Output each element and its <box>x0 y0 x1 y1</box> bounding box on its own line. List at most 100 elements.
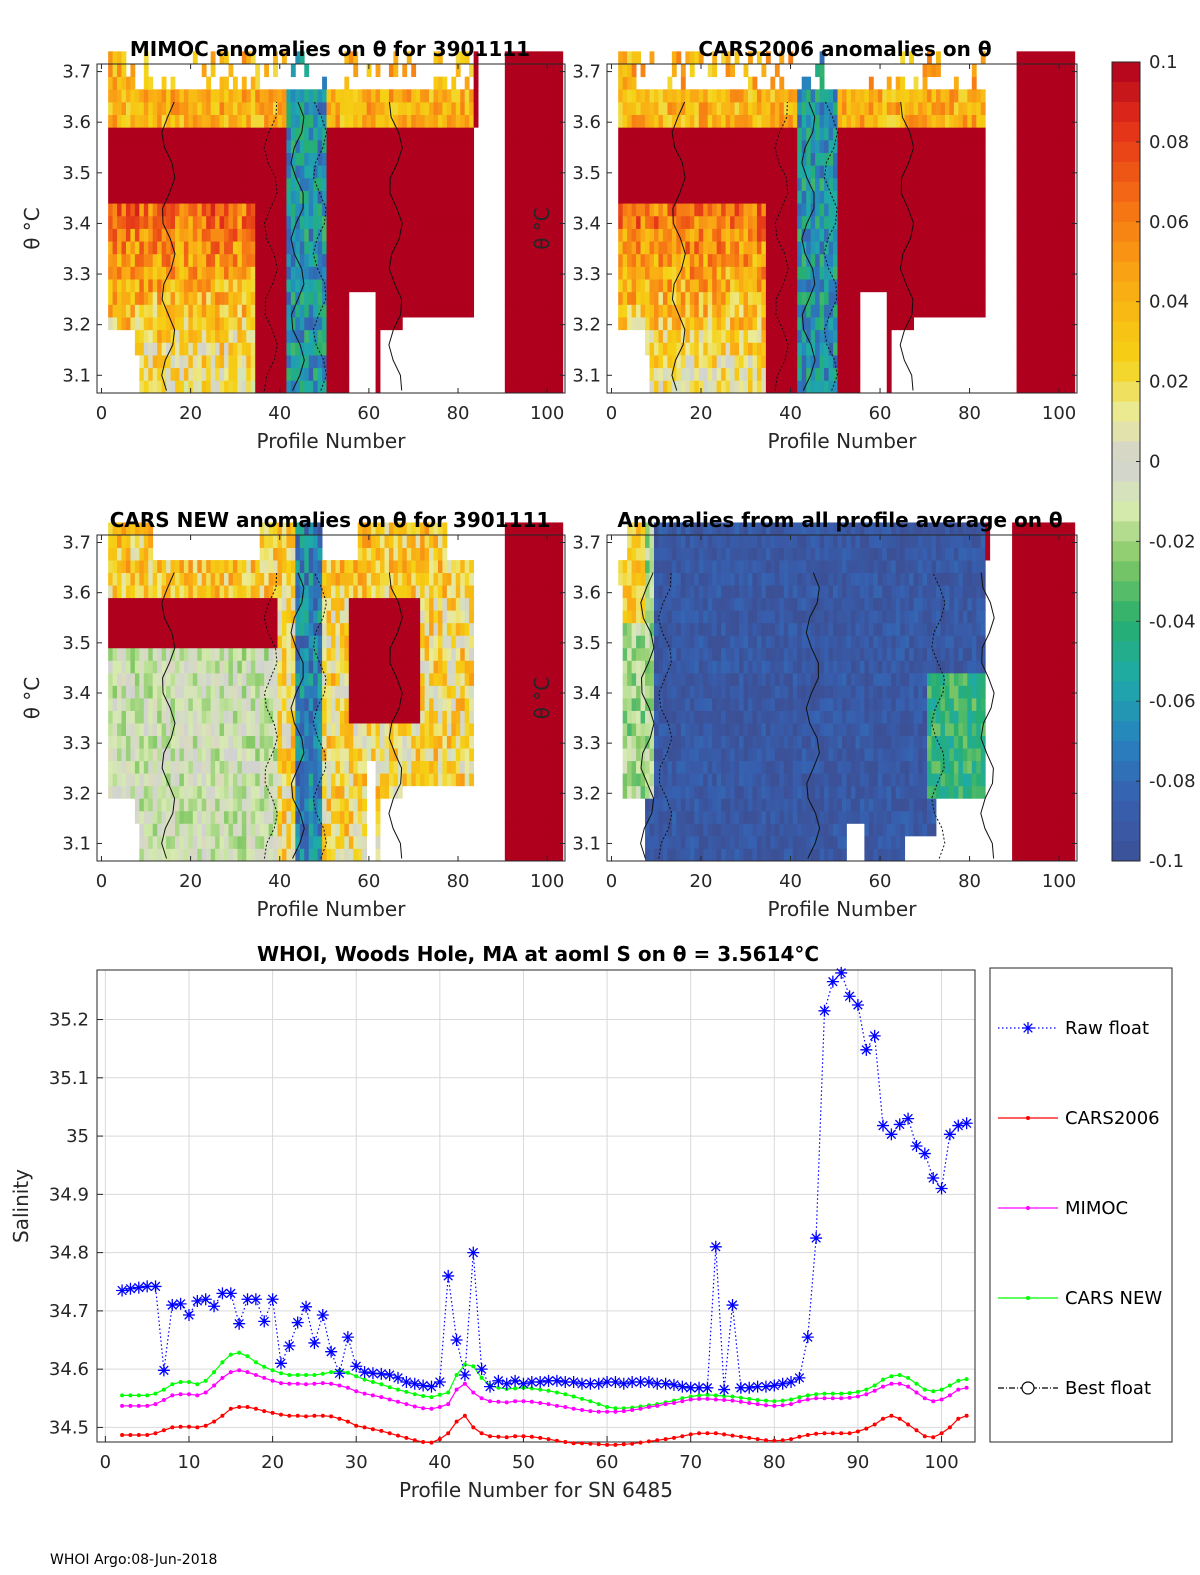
heatmap-cell <box>1061 329 1067 343</box>
heatmap-cell <box>295 241 301 255</box>
heatmap-cell <box>962 152 968 166</box>
heatmap-cell <box>953 152 959 166</box>
heatmap-cell <box>224 367 229 381</box>
heatmap-cell <box>752 367 758 381</box>
heatmap-cell <box>134 190 140 204</box>
heatmap-cell <box>967 241 973 255</box>
heatmap-cell <box>259 139 265 153</box>
heatmap-cell <box>455 51 461 65</box>
heatmap-cell <box>962 139 968 153</box>
heatmap-cell <box>384 266 390 280</box>
heatmap-cell <box>725 241 731 255</box>
heatmap-cell <box>748 101 753 116</box>
heatmap-cell <box>815 367 821 381</box>
heatmap-cell <box>455 190 461 204</box>
contour-line <box>312 101 328 391</box>
heatmap-cell <box>1016 279 1022 293</box>
heatmap-cell <box>962 203 968 217</box>
heatmap-cell <box>317 215 323 229</box>
heatmap-cell <box>148 89 154 103</box>
heatmap-cell <box>859 279 865 293</box>
heatmap-cell <box>527 215 532 229</box>
heatmap-cell <box>850 279 856 293</box>
heatmap-cell <box>739 317 744 331</box>
heatmap-cell <box>451 177 457 191</box>
heatmap-cell <box>344 165 350 179</box>
heatmap-cell <box>1047 266 1053 280</box>
heatmap-cell <box>895 241 901 255</box>
heatmap-cell <box>922 304 928 318</box>
heatmap-cell <box>819 89 825 103</box>
heatmap-cell <box>636 317 641 331</box>
heatmap-cell <box>197 139 203 153</box>
heatmap-cell <box>308 139 314 153</box>
heatmap-cell <box>130 760 136 774</box>
heatmap-cell <box>1034 64 1040 78</box>
heatmap-cell <box>304 329 310 343</box>
heatmap-cell <box>1047 139 1053 153</box>
heatmap-cell <box>931 228 937 242</box>
heatmap-cell <box>783 241 789 255</box>
heatmap-cell <box>518 190 524 204</box>
heatmap-cell <box>371 241 376 255</box>
heatmap-cell <box>743 127 749 141</box>
heatmap-cell <box>157 810 163 824</box>
heatmap-cell <box>268 317 274 331</box>
heatmap-cell <box>976 89 982 103</box>
heatmap-cell <box>125 279 131 293</box>
heatmap-cell <box>125 635 131 649</box>
heatmap-cell <box>806 165 812 179</box>
heatmap-cell <box>166 848 171 862</box>
heatmap-cell <box>397 114 403 128</box>
heatmap-cell <box>290 279 296 293</box>
heatmap-cell <box>1056 279 1062 293</box>
heatmap-cell <box>241 139 247 153</box>
heatmap-cell <box>1016 127 1022 141</box>
heatmap-cell <box>112 291 118 305</box>
heatmap-cell <box>940 114 946 128</box>
heatmap-cell <box>335 342 341 356</box>
heatmap-cell <box>748 203 753 217</box>
heatmap-cell <box>125 101 131 116</box>
heatmap-cell <box>654 139 659 153</box>
heatmap-cell <box>117 698 122 711</box>
heatmap-cell <box>765 380 771 394</box>
heatmap-cell <box>752 241 758 255</box>
heatmap-cell <box>698 253 704 267</box>
heatmap-cell <box>339 241 345 255</box>
heatmap-cell <box>108 177 113 191</box>
heatmap-cell <box>558 177 564 191</box>
heatmap-cell <box>469 114 475 128</box>
heatmap-cell <box>326 203 332 217</box>
heatmap-cell <box>868 266 874 280</box>
heatmap-cell <box>188 291 194 305</box>
heatmap-cell <box>1030 355 1035 369</box>
heatmap-cell <box>913 76 919 90</box>
heatmap-cell <box>936 165 941 179</box>
heatmap-cell <box>676 317 682 331</box>
heatmap-cell <box>774 291 780 305</box>
heatmap-cell <box>112 266 118 280</box>
heatmap-cell <box>509 139 515 153</box>
heatmap-cell <box>344 367 350 381</box>
heatmap-cell <box>819 190 825 204</box>
heatmap-cell <box>730 127 735 141</box>
heatmap-cell <box>1065 127 1071 141</box>
heatmap-cell <box>437 127 443 141</box>
heatmap-cell <box>531 203 537 217</box>
heatmap-cell <box>958 139 964 153</box>
heatmap-cell <box>649 291 655 305</box>
heatmap-cell <box>694 152 700 166</box>
heatmap-cell <box>936 139 941 153</box>
heatmap-cell <box>1065 101 1071 116</box>
x-tick-label: 40 <box>779 403 802 424</box>
heatmap-cell <box>170 810 176 824</box>
heatmap-cell <box>797 228 803 242</box>
heatmap-cell <box>1025 203 1031 217</box>
heatmap-cell <box>206 203 212 217</box>
heatmap-cell <box>712 367 718 381</box>
heatmap-cell <box>232 266 238 280</box>
heatmap-cell <box>1038 127 1044 141</box>
heatmap-cell <box>953 76 959 90</box>
heatmap-cell <box>645 279 650 293</box>
